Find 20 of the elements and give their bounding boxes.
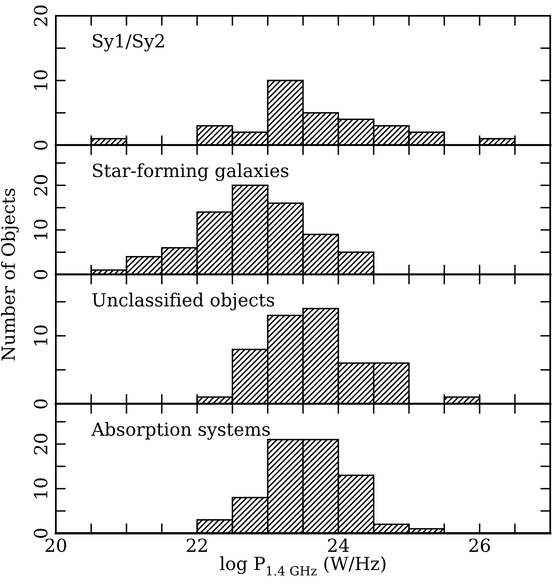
- y-tick-label: 20: [34, 175, 48, 196]
- x-tick-label: 24: [328, 538, 349, 552]
- y-tick-label: 0: [34, 528, 48, 538]
- text: Sy1/Sy2: [92, 34, 164, 52]
- x-tick-label: 22: [186, 538, 207, 552]
- y-tick-label: 10: [34, 220, 48, 240]
- x-tick-label: 20: [46, 538, 66, 552]
- text: Star-forming galaxies: [92, 163, 288, 182]
- y-tick-label: 10: [34, 478, 48, 498]
- text: Absorption systems: [91, 422, 270, 440]
- y-tick-label: 20: [34, 434, 48, 454]
- y-tick-label: 0: [34, 399, 48, 408]
- y-tick-label: 10: [34, 70, 48, 90]
- x-tick-label: 26: [469, 538, 490, 552]
- y-tick-label: 0: [34, 270, 48, 280]
- y-tick-label: 20: [34, 6, 48, 26]
- text: Unclassified objects: [92, 292, 274, 310]
- y-tick-label: 10: [34, 326, 48, 346]
- y-axis-title: Number of Objects: [1, 188, 19, 361]
- y-tick-label: 0: [34, 140, 48, 150]
